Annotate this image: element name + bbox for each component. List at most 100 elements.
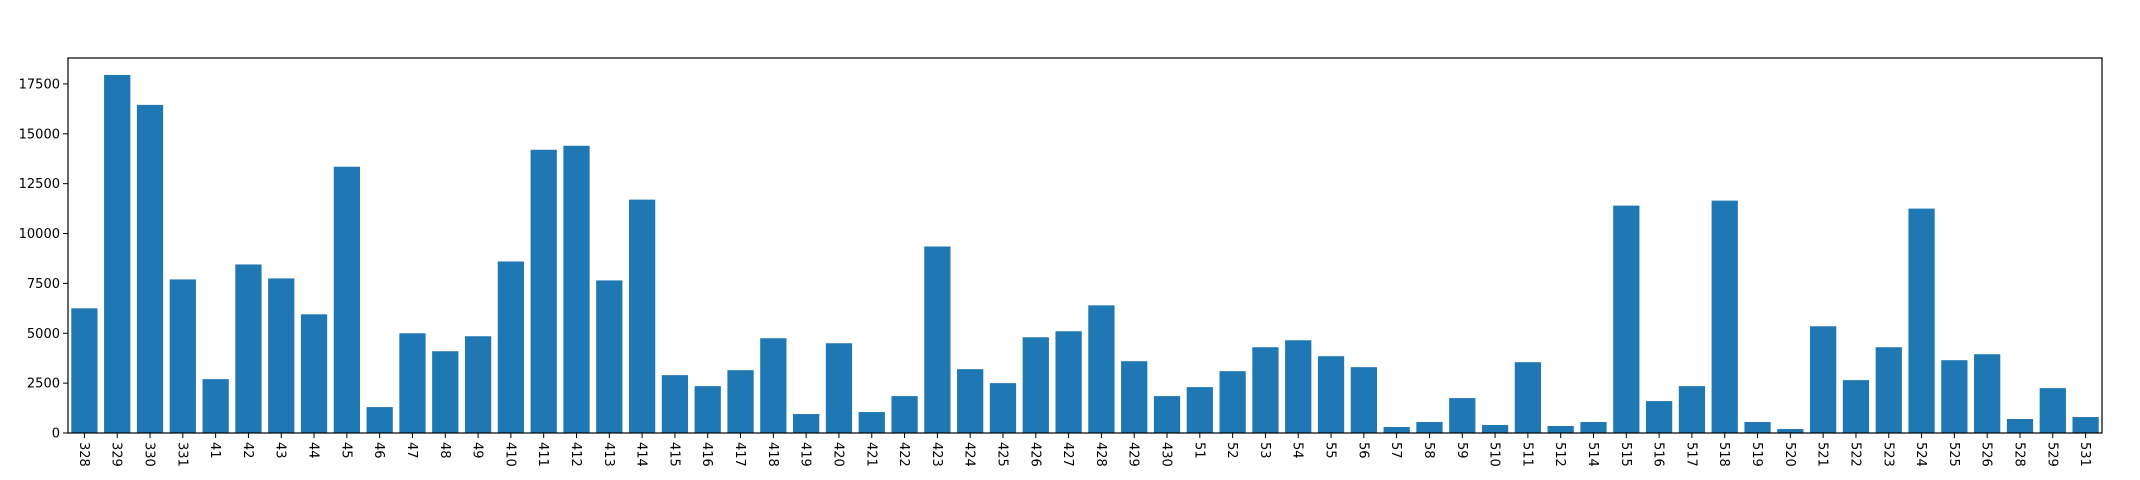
y-tick-label: 15000	[19, 127, 60, 142]
bar-330	[136, 104, 164, 434]
bar-526	[1974, 354, 2001, 433]
bar-427	[1055, 331, 1082, 433]
bar-44	[300, 314, 328, 433]
bar-531	[2072, 417, 2099, 433]
bar-418	[760, 338, 787, 433]
x-tick-label: 419	[798, 442, 813, 467]
x-tick-label: 46	[371, 442, 386, 459]
bar-51	[1186, 387, 1213, 433]
y-tick-label: 17500	[19, 77, 60, 92]
x-axis: 328 329 330 331 41 42 43 44 45 46 47 48 49 410 411 412 4…	[76, 433, 2092, 467]
x-tick-label: 429	[1126, 442, 1141, 467]
x-tick-label: 52	[1224, 442, 1239, 459]
bar-515	[1613, 205, 1640, 433]
bar-420	[825, 343, 853, 433]
bar-59	[1449, 398, 1476, 433]
y-tick-label: 0	[52, 427, 60, 442]
bar-430	[1153, 396, 1181, 433]
bar-45	[333, 166, 360, 433]
plot-frame	[67, 57, 2103, 434]
x-tick-label: 520	[1782, 442, 1797, 467]
x-tick-label: 424	[962, 442, 977, 467]
bar-417	[727, 370, 754, 433]
x-tick-label: 418	[765, 442, 780, 467]
bar-518	[1711, 200, 1738, 433]
bar-519	[1744, 422, 1771, 433]
x-tick-label: 516	[1651, 442, 1666, 467]
bar-331	[169, 279, 196, 433]
bar-510	[1481, 425, 1509, 433]
x-tick-label: 422	[896, 442, 911, 467]
bar-422	[891, 396, 918, 433]
x-tick-label: 523	[1880, 442, 1895, 467]
bar-415	[661, 375, 689, 433]
x-tick-label: 421	[863, 442, 878, 467]
bar-328	[71, 308, 98, 433]
x-tick-label: 415	[666, 442, 681, 467]
bar-424	[957, 369, 984, 433]
bar-52	[1219, 371, 1246, 433]
x-tick-label: 328	[76, 442, 91, 467]
y-axis: 0 2500 5000 7500 10000 12500 15000 17500	[19, 77, 68, 442]
bar-517	[1678, 386, 1706, 434]
bar-421	[858, 412, 885, 433]
bar-521	[1810, 326, 1837, 433]
bar-512	[1547, 426, 1574, 433]
bar-57	[1383, 427, 1410, 433]
x-tick-label: 525	[1946, 442, 1961, 467]
x-tick-label: 42	[240, 442, 255, 459]
y-tick-label: 2500	[27, 377, 60, 392]
bar-410	[497, 261, 525, 433]
x-tick-label: 45	[338, 442, 353, 459]
bars-layer	[71, 74, 2099, 434]
bar-516	[1645, 401, 1673, 433]
bar-43	[268, 278, 295, 433]
x-tick-label: 518	[1716, 442, 1731, 467]
bar-413	[596, 280, 623, 433]
bar-414	[628, 199, 656, 433]
x-tick-label: 529	[2044, 442, 2059, 467]
x-tick-label: 331	[174, 442, 189, 467]
x-tick-label: 522	[1847, 442, 1862, 467]
x-tick-label: 44	[306, 442, 321, 459]
x-tick-label: 54	[1290, 442, 1305, 459]
bar-46	[366, 407, 393, 433]
bar-520	[1777, 429, 1804, 433]
x-tick-label: 414	[634, 442, 649, 467]
bar-429	[1121, 361, 1148, 433]
x-tick-label: 521	[1815, 442, 1830, 467]
x-tick-label: 428	[1093, 442, 1108, 467]
x-tick-label: 519	[1749, 442, 1764, 467]
x-tick-label: 412	[568, 442, 583, 467]
x-tick-label: 420	[830, 442, 845, 467]
bar-511	[1514, 362, 1542, 433]
bar-42	[235, 264, 262, 433]
x-tick-label: 423	[929, 442, 944, 467]
x-tick-label: 47	[404, 442, 419, 459]
x-tick-label: 515	[1618, 442, 1633, 467]
x-tick-label: 56	[1355, 442, 1370, 459]
x-tick-label: 531	[2077, 442, 2092, 467]
bar-419	[793, 414, 820, 433]
x-tick-label: 411	[535, 442, 550, 467]
bar-54	[1285, 340, 1312, 433]
x-tick-label: 55	[1323, 442, 1338, 459]
x-tick-label: 49	[470, 442, 485, 459]
x-tick-label: 430	[1159, 442, 1174, 467]
bar-428	[1088, 305, 1115, 433]
bar-426	[1022, 337, 1049, 433]
bar-56	[1350, 367, 1377, 433]
bar-48	[432, 351, 459, 433]
x-tick-label: 53	[1257, 442, 1272, 459]
x-tick-label: 512	[1552, 442, 1567, 467]
bar-524	[1908, 208, 1935, 433]
bar-523	[1875, 347, 1902, 433]
x-tick-label: 510	[1487, 442, 1502, 467]
y-tick-label: 7500	[27, 277, 60, 292]
x-tick-label: 51	[1191, 442, 1206, 459]
x-tick-label: 524	[1913, 442, 1928, 467]
bar-53	[1252, 347, 1279, 433]
bar-423	[924, 246, 951, 433]
bar-329	[104, 74, 131, 433]
